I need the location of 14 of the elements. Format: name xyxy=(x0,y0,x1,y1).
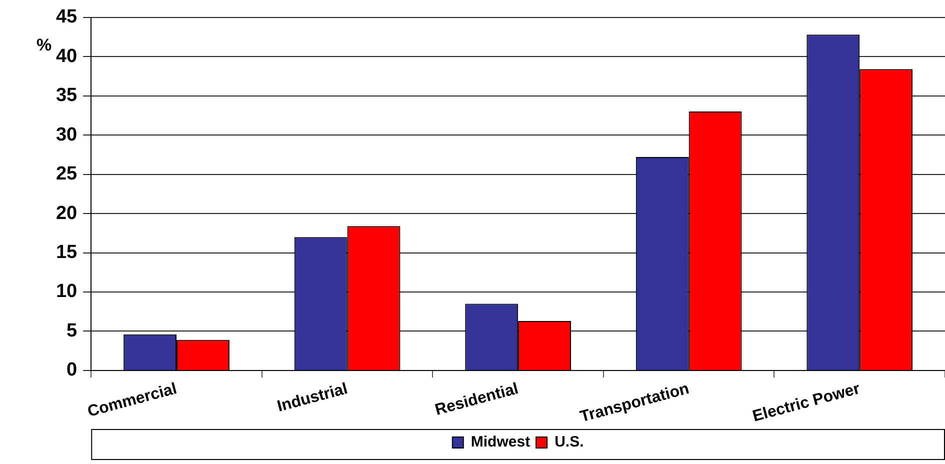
y-tick-label: 10 xyxy=(56,281,78,302)
y-tick-label: 35 xyxy=(56,85,78,106)
y-axis-title: % xyxy=(36,36,52,55)
x-tick-label: Electric Power xyxy=(750,380,862,426)
y-tick-label: 25 xyxy=(56,164,78,185)
legend-label: U.S. xyxy=(554,434,584,451)
y-tick-label: 45 xyxy=(56,6,78,28)
y-tick-label: 20 xyxy=(56,202,78,224)
y-tick-label: 5 xyxy=(66,320,78,342)
y-tick-label: 0 xyxy=(66,360,78,381)
legend-label: Midwest xyxy=(470,434,530,451)
y-tick-label: 40 xyxy=(56,46,78,67)
y-tick-label: 15 xyxy=(56,242,78,264)
y-tick-label: 30 xyxy=(56,124,78,146)
